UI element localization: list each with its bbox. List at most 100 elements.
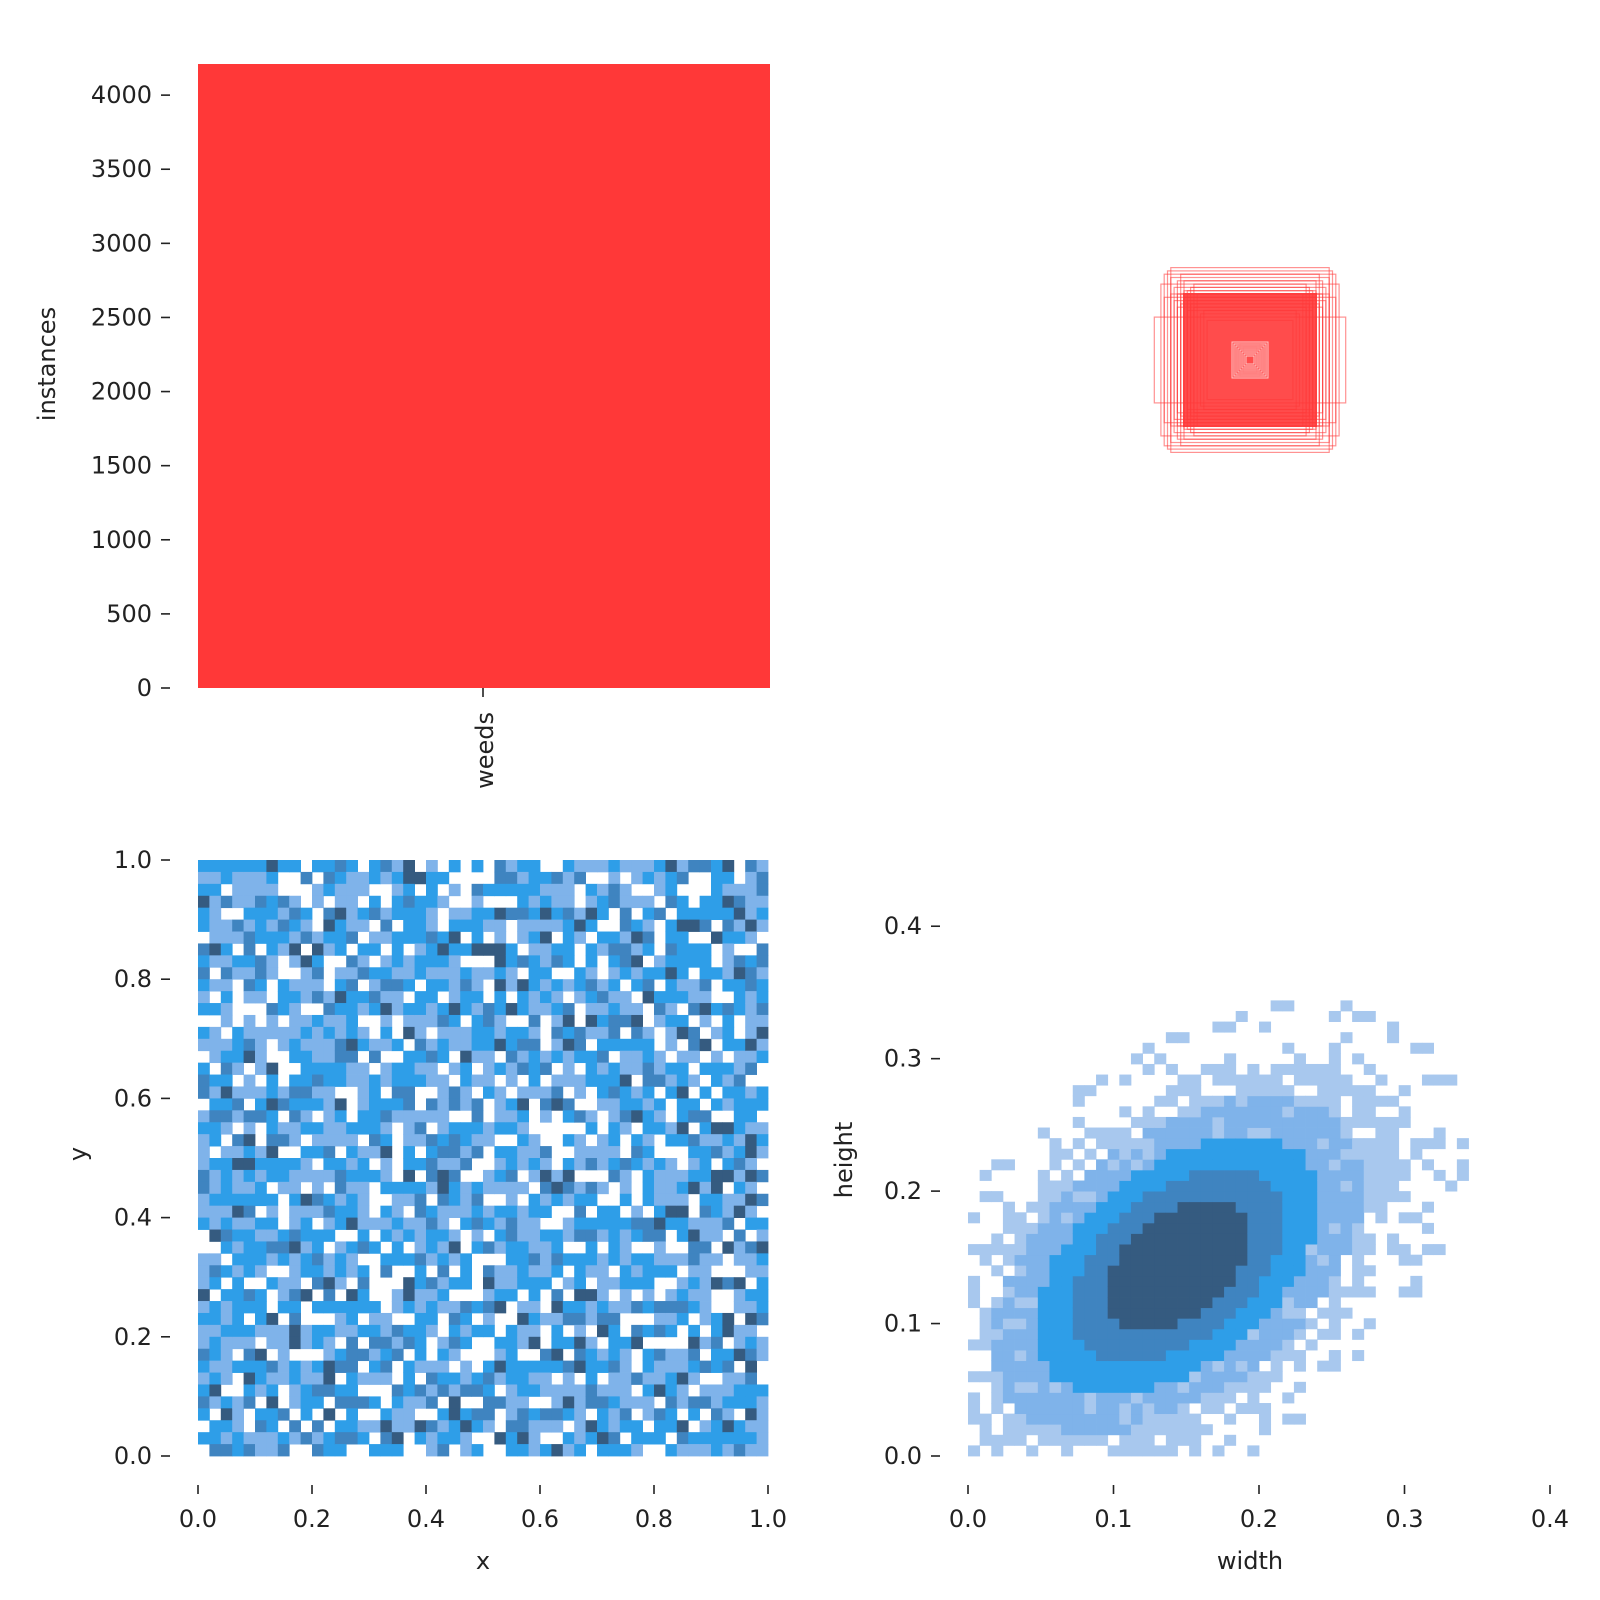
heatmap-cell bbox=[1224, 1201, 1237, 1213]
heatmap-cell bbox=[1061, 1350, 1074, 1362]
heatmap-cell bbox=[1421, 1074, 1434, 1086]
heatmap-cell bbox=[733, 1253, 746, 1266]
heatmap-cell bbox=[979, 1328, 992, 1340]
heatmap-cell bbox=[1247, 1254, 1260, 1266]
heatmap-cell bbox=[369, 1217, 381, 1230]
heatmap-cell bbox=[243, 943, 256, 956]
heatmap-cell bbox=[1259, 1201, 1272, 1213]
heatmap-cell bbox=[722, 967, 735, 980]
heatmap-cell bbox=[1282, 1085, 1295, 1097]
y-tick-label: 3000 bbox=[91, 229, 152, 257]
y-tick-label: 0.0 bbox=[114, 1442, 152, 1470]
heatmap-cell bbox=[1061, 1445, 1074, 1457]
heatmap-cell bbox=[722, 895, 735, 909]
heatmap-cell bbox=[711, 1420, 723, 1433]
heatmap-cell bbox=[414, 1074, 427, 1087]
heatmap-cell bbox=[711, 1396, 723, 1409]
heatmap-cell bbox=[1200, 1371, 1213, 1383]
heatmap-cell bbox=[209, 1158, 222, 1171]
heatmap-cell bbox=[1189, 1339, 1202, 1351]
heatmap-cell bbox=[1096, 1403, 1109, 1415]
y-tick-label: 4000 bbox=[91, 81, 152, 109]
heatmap-cell bbox=[676, 955, 689, 968]
heatmap-cell bbox=[1235, 1169, 1248, 1181]
heatmap-cell bbox=[585, 1336, 598, 1350]
heatmap-cell bbox=[1305, 1169, 1318, 1181]
heatmap-cell bbox=[1305, 1275, 1318, 1287]
heatmap-cell bbox=[403, 1301, 415, 1314]
heatmap-cell bbox=[711, 883, 723, 897]
heatmap-cell bbox=[1072, 1275, 1085, 1287]
heatmap-cell bbox=[1200, 1212, 1213, 1224]
heatmap-cell bbox=[1247, 1127, 1260, 1139]
heatmap-cell bbox=[483, 1038, 495, 1052]
heatmap-cell bbox=[1328, 1233, 1341, 1245]
heatmap-cell bbox=[1235, 1265, 1248, 1277]
heatmap-cell bbox=[733, 907, 746, 920]
heatmap-cell bbox=[1177, 1074, 1190, 1086]
heatmap-cell bbox=[1282, 1244, 1295, 1256]
heatmap-cell bbox=[528, 967, 541, 980]
heatmap-cell bbox=[562, 1336, 575, 1350]
heatmap-cell bbox=[1224, 1148, 1237, 1160]
heatmap-cell bbox=[551, 1348, 564, 1362]
heatmap-cell bbox=[494, 1205, 507, 1218]
heatmap-cell bbox=[1189, 1286, 1202, 1298]
heatmap-cell bbox=[711, 1026, 723, 1040]
heatmap-cell bbox=[391, 1003, 404, 1016]
heatmap-cell bbox=[991, 1297, 1004, 1309]
heatmap-cell bbox=[334, 1396, 347, 1409]
heatmap-cell bbox=[1352, 1201, 1365, 1213]
heatmap-cell bbox=[1084, 1413, 1097, 1425]
heatmap-cell bbox=[756, 1122, 769, 1135]
heatmap-cell bbox=[460, 1134, 472, 1147]
heatmap-cell bbox=[1317, 1222, 1330, 1234]
heatmap-cell bbox=[756, 1229, 769, 1242]
heatmap-cell bbox=[1259, 1233, 1272, 1245]
heatmap-cell bbox=[1061, 1254, 1074, 1266]
heatmap-cell bbox=[505, 1050, 518, 1064]
heatmap-cell bbox=[437, 1074, 450, 1087]
heatmap-cell bbox=[642, 1098, 655, 1111]
heatmap-cell bbox=[300, 979, 313, 992]
heatmap-cell bbox=[346, 919, 358, 932]
heatmap-cell bbox=[1189, 1085, 1202, 1097]
heatmap-cell bbox=[745, 1050, 757, 1064]
heatmap-cell bbox=[334, 871, 347, 885]
heatmap-cell bbox=[369, 1169, 381, 1183]
heatmap-cell bbox=[1189, 1275, 1202, 1287]
heatmap-cell bbox=[699, 1193, 712, 1207]
heatmap-cell bbox=[494, 943, 507, 956]
heatmap-cell bbox=[334, 1038, 347, 1052]
heatmap-cell bbox=[369, 1074, 381, 1087]
heatmap-cell bbox=[323, 1324, 336, 1338]
heatmap-cell bbox=[494, 1146, 507, 1159]
heatmap-cell bbox=[665, 919, 678, 932]
heatmap-cell bbox=[1247, 1106, 1260, 1118]
heatmap-cell bbox=[1363, 1148, 1376, 1160]
heatmap-cell bbox=[631, 860, 643, 873]
heatmap-cell bbox=[1259, 1297, 1272, 1309]
heatmap-cell bbox=[642, 967, 655, 980]
heatmap-cell bbox=[1456, 1159, 1469, 1171]
box-outline bbox=[1239, 349, 1261, 371]
heatmap-cell bbox=[1247, 1148, 1260, 1160]
heatmap-cell bbox=[608, 1408, 621, 1421]
heatmap-cell bbox=[266, 1277, 279, 1290]
heatmap-cell bbox=[608, 1360, 621, 1373]
heatmap-cell bbox=[255, 967, 267, 980]
heatmap-cell bbox=[1247, 1371, 1260, 1383]
heatmap-cell bbox=[1317, 1169, 1330, 1181]
heatmap-cell bbox=[574, 1110, 586, 1123]
heatmap-cell bbox=[198, 991, 210, 1004]
heatmap-cell bbox=[1270, 1127, 1283, 1139]
heatmap-cell bbox=[266, 1420, 279, 1433]
heatmap-cell bbox=[1002, 1328, 1015, 1340]
heatmap-cell bbox=[312, 860, 324, 873]
heatmap-cell bbox=[289, 907, 301, 920]
heatmap-cell bbox=[619, 1074, 632, 1087]
heatmap-cell bbox=[699, 1110, 712, 1123]
heatmap-cell bbox=[699, 1432, 712, 1445]
heatmap-cell bbox=[1177, 1275, 1190, 1287]
heatmap-cell bbox=[745, 1146, 757, 1159]
